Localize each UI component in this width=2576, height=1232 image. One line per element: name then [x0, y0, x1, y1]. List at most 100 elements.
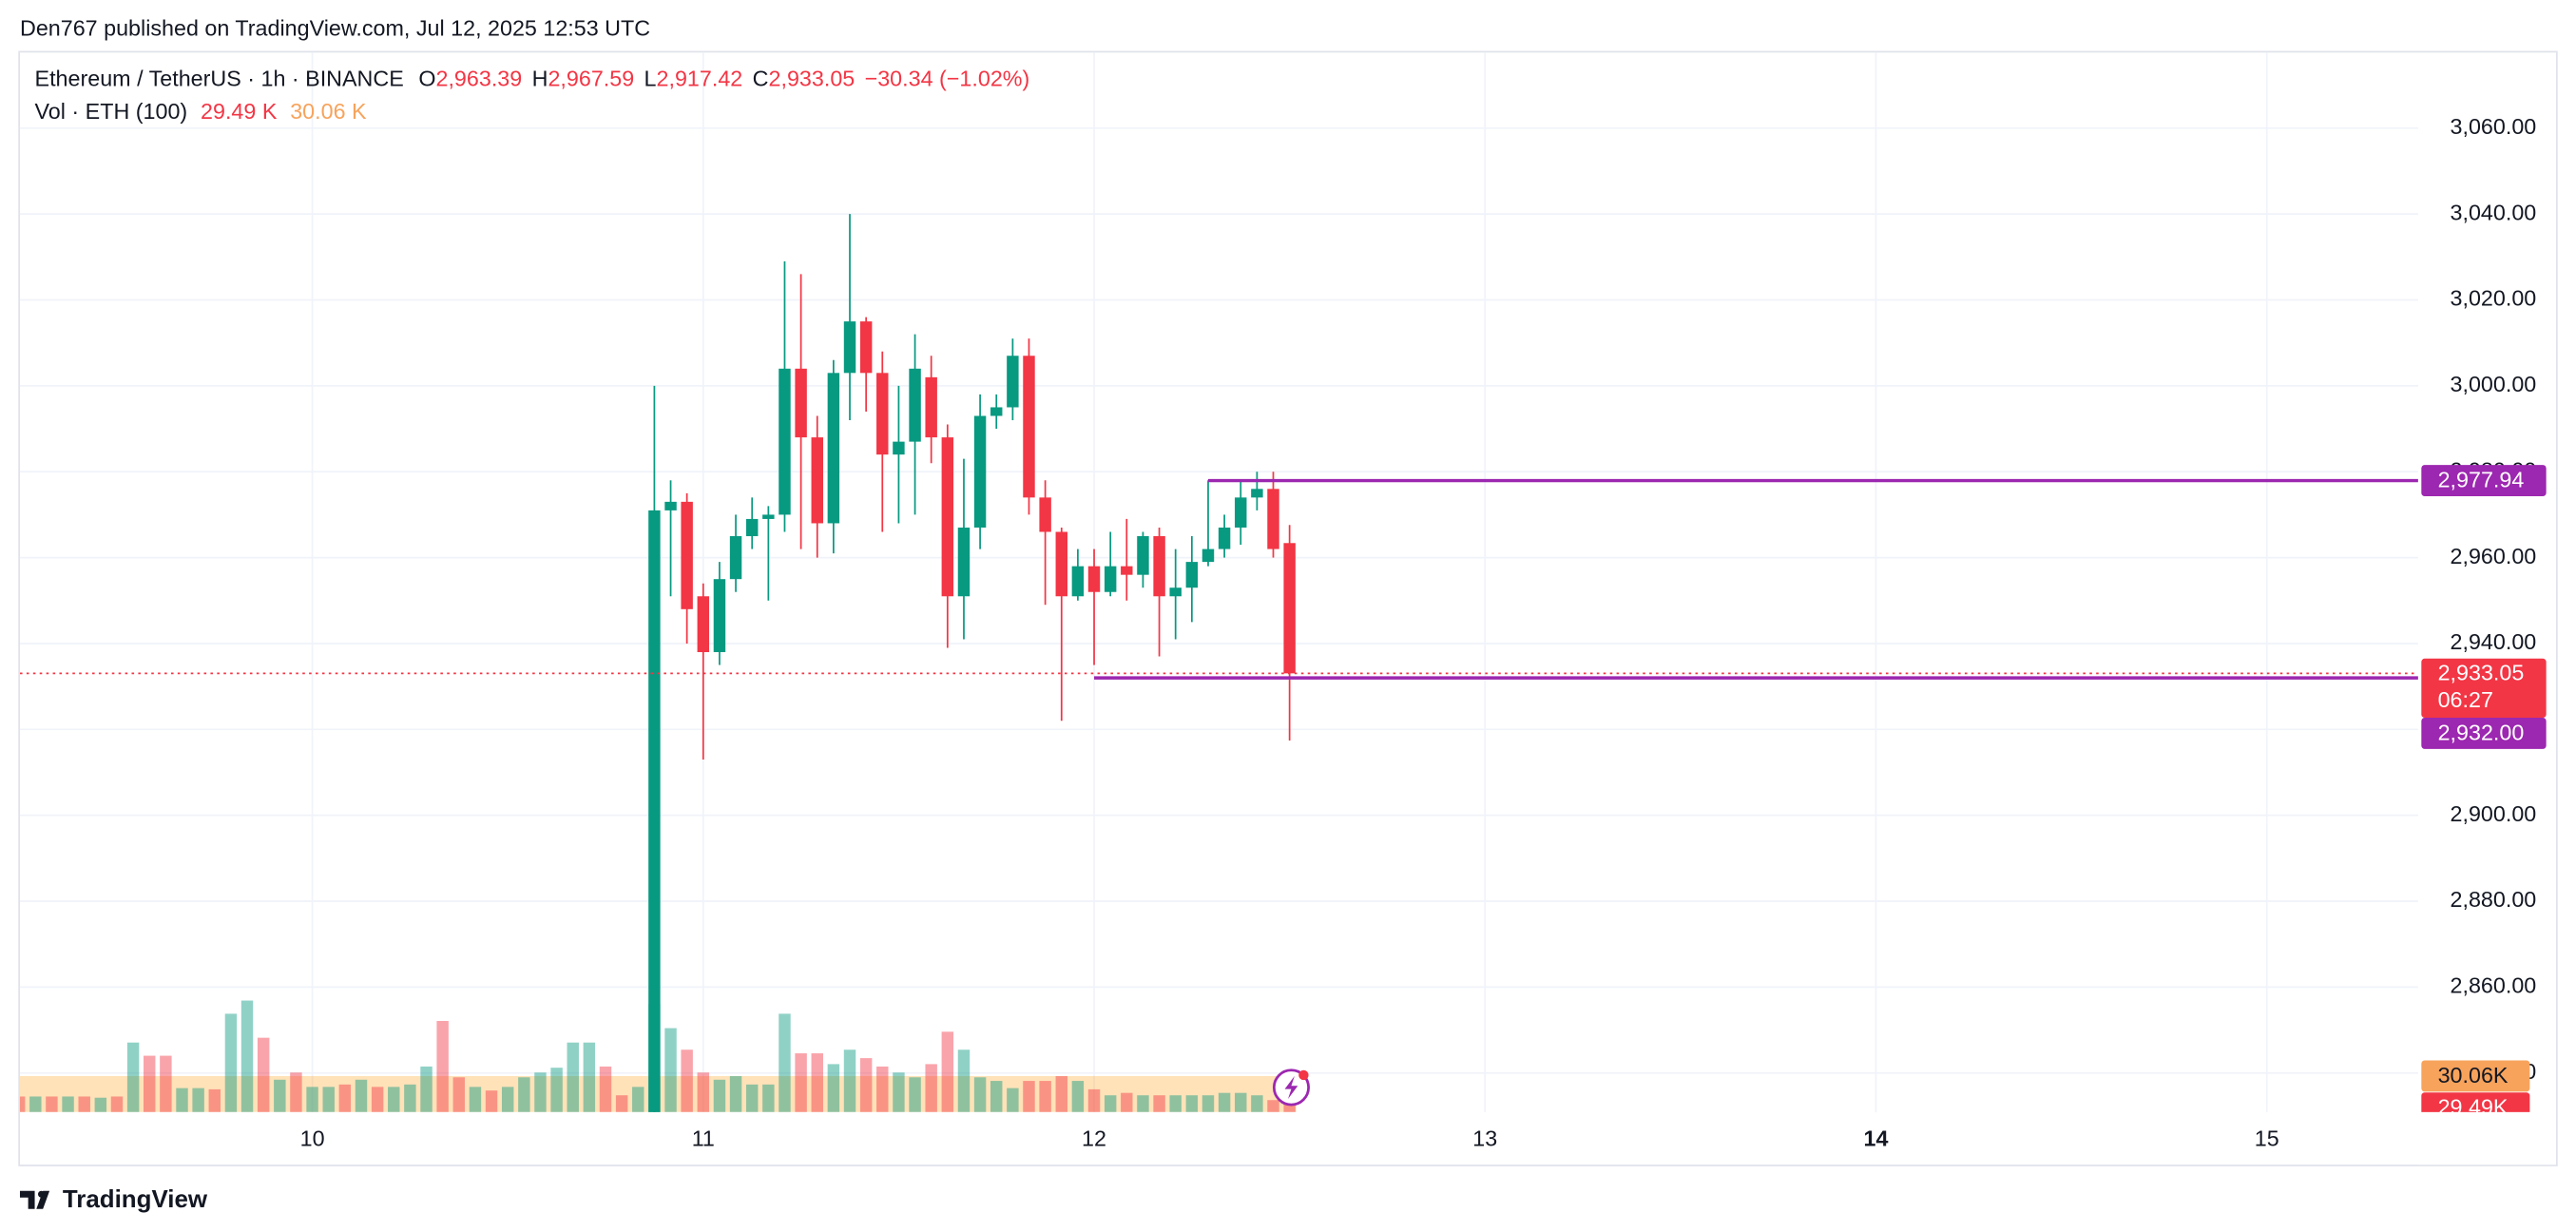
ohlc-label: H [532, 67, 548, 91]
volume-bar [843, 1049, 856, 1112]
x-tick-label: 12 [1082, 1126, 1106, 1150]
volume-bar [1039, 1081, 1051, 1112]
candle-body [1007, 356, 1019, 408]
volume-bar [78, 1096, 90, 1112]
candle-body [1235, 497, 1247, 528]
candle-body [713, 579, 726, 652]
volume-bar [990, 1081, 1003, 1112]
volume-bar [925, 1064, 937, 1112]
candle-body [664, 501, 677, 510]
volume-legend-value: 29.49 K [201, 99, 278, 124]
volume-bar [1251, 1095, 1263, 1112]
volume-bar [632, 1087, 644, 1112]
volume-bar [811, 1053, 823, 1112]
candle-body [1251, 489, 1263, 498]
volume-bar [1055, 1076, 1068, 1112]
candle-body [681, 501, 693, 609]
volume-bar [29, 1096, 42, 1112]
volume-bar [1121, 1092, 1133, 1112]
candle-body [827, 373, 840, 524]
candle-body [762, 514, 775, 519]
volume-bar [1087, 1088, 1101, 1112]
volume-bar [274, 1079, 286, 1112]
candle-body [1267, 489, 1279, 549]
volume-legend-value: 30.06 K [290, 99, 367, 124]
candle-body [843, 321, 856, 374]
volume-bar [208, 1088, 221, 1112]
volume-bar [1007, 1088, 1019, 1112]
volume-bar [1104, 1095, 1117, 1112]
volume-bar [779, 1013, 791, 1112]
volume-bar [534, 1072, 547, 1112]
volume-bar [973, 1077, 987, 1112]
candle-body [1104, 566, 1117, 592]
volume-bar [827, 1064, 840, 1112]
volume-bar [615, 1095, 628, 1112]
volume-bar [1071, 1081, 1085, 1112]
volume-bar [1201, 1095, 1215, 1112]
volume-bar [224, 1013, 238, 1112]
y-tick-label: 3,040.00 [2451, 200, 2537, 224]
volume-bar [144, 1055, 156, 1112]
candle-body [1283, 543, 1296, 674]
volume-bar [1023, 1081, 1035, 1112]
candle-body [925, 376, 937, 438]
volume-bar [501, 1087, 514, 1112]
volume-bar [697, 1072, 710, 1112]
volume-bar [713, 1079, 726, 1112]
volume-bar [729, 1076, 742, 1112]
candle-body [1039, 497, 1051, 532]
x-tick-label: 15 [2255, 1126, 2279, 1150]
candle-body [1087, 566, 1101, 592]
symbol: Ethereum / TetherUS · 1h · BINANCE [35, 67, 404, 91]
candle-body [1218, 527, 1231, 549]
volume-bar [94, 1097, 107, 1112]
candle-body [745, 518, 759, 537]
countdown-label: 06:27 [2438, 687, 2493, 712]
volume-bar [126, 1042, 140, 1112]
ohlc-value: 2,967.59 [548, 67, 634, 91]
candle-body [811, 437, 823, 524]
candle-body [779, 368, 791, 515]
price-line-label-box [2421, 465, 2547, 496]
volume-bar [1153, 1095, 1165, 1112]
volume-bar [338, 1084, 352, 1112]
grid [19, 52, 2418, 1112]
candle-body [957, 527, 971, 597]
candle-body [859, 321, 873, 374]
y-tick-label: 3,060.00 [2451, 114, 2537, 139]
candle-body [1023, 356, 1035, 498]
volume-bar [371, 1087, 384, 1112]
volume-bar [599, 1066, 612, 1112]
volume-bar [176, 1088, 188, 1112]
ohlc-value: 2,917.42 [657, 67, 743, 91]
volume-bar [46, 1096, 58, 1112]
x-tick-label: 11 [692, 1126, 715, 1150]
publisher-line: Den767 published on TradingView.com, Jul… [20, 15, 650, 40]
overlay: 2,840.002,860.002,880.002,900.002,920.00… [19, 114, 2557, 1165]
candle-body [1071, 566, 1085, 597]
last-price-box [2421, 658, 2547, 719]
volume-bar [257, 1037, 270, 1112]
volume-bar [745, 1084, 759, 1112]
volume-bar [567, 1042, 579, 1112]
y-tick-label: 3,000.00 [2451, 372, 2537, 396]
volume-bar [485, 1090, 498, 1112]
volume-bar [550, 1068, 563, 1112]
x-tick-label: 10 [300, 1126, 325, 1150]
volume-ma-label: 30.06K [2438, 1063, 2509, 1088]
x-tick-label: 14 [1864, 1126, 1889, 1150]
volume-bar [941, 1031, 954, 1112]
volume-bar [893, 1072, 905, 1112]
y-tick-label: 2,940.00 [2451, 629, 2537, 654]
volume-bar [957, 1049, 971, 1112]
y-tick-label: 2,960.00 [2451, 544, 2537, 568]
price-line-label-box [2421, 718, 2547, 749]
symbol-legend: Ethereum / TetherUS · 1h · BINANCE O2,963… [35, 67, 1030, 91]
volume-bar [664, 1028, 677, 1112]
volume-bar [583, 1042, 596, 1112]
volume-bar [62, 1096, 74, 1112]
volume-bar [110, 1096, 124, 1112]
